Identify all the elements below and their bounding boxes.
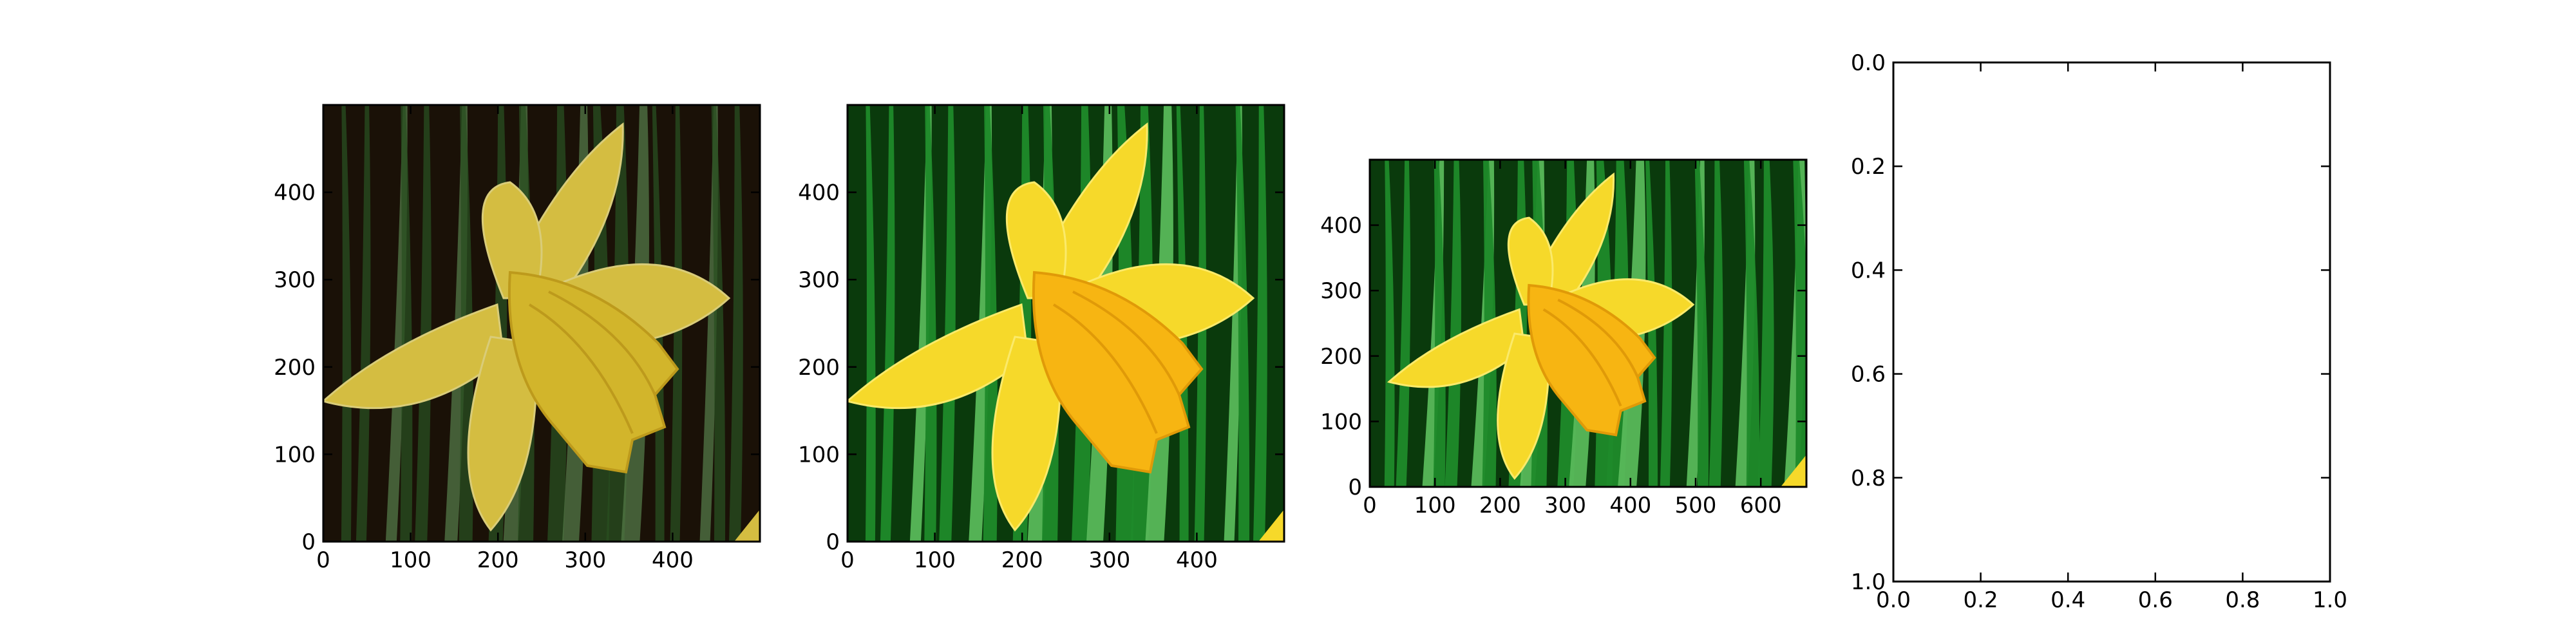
x-tick-label: 0	[1363, 493, 1377, 518]
photo	[1350, 153, 1806, 493]
leaf	[341, 105, 352, 542]
x-tick-label: 200	[1001, 547, 1043, 573]
x-tick-label: 0.8	[2225, 587, 2260, 613]
y-tick-label: 400	[798, 180, 840, 206]
x-tick-label: 200	[477, 547, 519, 573]
trumpet-rib	[1052, 290, 1180, 434]
y-tick-label: 100	[274, 442, 316, 468]
y-tick-label: 200	[274, 355, 316, 381]
y-tick-label: 300	[798, 267, 840, 293]
axes-frame	[846, 104, 1285, 543]
leaf	[1396, 160, 1411, 487]
y-tick-label: 0	[1348, 475, 1362, 500]
x-tick-label: 200	[1479, 493, 1521, 518]
y-tick-label: 0.6	[1851, 362, 1886, 388]
axes-frame	[1892, 61, 2331, 583]
x-tick-label: 100	[914, 547, 956, 573]
leaf	[924, 105, 937, 542]
petal-corner	[734, 509, 760, 542]
x-tick-label: 0	[840, 547, 855, 573]
petal	[991, 336, 1062, 532]
leaf	[1694, 160, 1709, 487]
axes-1: 0 100 200 300 400 0 100 200 300 400	[274, 99, 761, 573]
leaf	[1350, 153, 1367, 493]
leaf	[728, 105, 743, 542]
x-tick-label: 500	[1675, 493, 1717, 518]
x-tick-label: 1.0	[2313, 587, 2347, 613]
leaf	[1444, 160, 1461, 487]
leaf	[415, 105, 431, 542]
y-tick-label: 0.4	[1851, 258, 1886, 283]
petal	[1387, 308, 1526, 388]
leaf	[828, 99, 845, 548]
petal	[467, 336, 538, 532]
x-tick-label: 300	[564, 547, 606, 573]
x-tick-label: 300	[1544, 493, 1586, 518]
y-tick-label: 0	[301, 529, 316, 555]
leaf	[758, 512, 760, 542]
photo	[303, 99, 760, 548]
leaf	[1282, 512, 1284, 542]
trumpet	[1527, 283, 1656, 437]
petal-corner	[1781, 455, 1806, 487]
x-tick-label: 300	[1088, 547, 1130, 573]
y-tick-label: 200	[1320, 344, 1362, 370]
x-tick-label: 0	[316, 547, 330, 573]
leaf	[355, 105, 371, 542]
leaf	[1757, 160, 1774, 487]
y-tick-label: 400	[1320, 213, 1362, 239]
axes-frame	[1368, 158, 1808, 488]
y-tick-label: 0.0	[1851, 50, 1886, 76]
x-tick-label: 0.4	[2050, 587, 2085, 613]
axes-4: 0.0 0.2 0.4 0.6 0.8 1.00.00.20.40.60.81.0	[1851, 50, 2347, 613]
leaf	[1253, 105, 1267, 542]
y-tick-label: 200	[798, 355, 840, 381]
x-tick-label: 0.6	[2138, 587, 2173, 613]
x-tick-label: 400	[1609, 493, 1651, 518]
x-tick-label: 0.2	[1964, 587, 1998, 613]
trumpet	[507, 270, 679, 474]
trumpet-rib	[528, 290, 656, 434]
petal	[1005, 181, 1067, 299]
leaf	[1235, 105, 1250, 542]
leaf	[939, 105, 956, 542]
axes-3: 0 100 200 300 400 500 600 0 100 200 300 400	[1320, 153, 1808, 518]
leaf	[711, 105, 726, 542]
x-tick-label: 400	[652, 547, 694, 573]
y-tick-label: 1.0	[1851, 569, 1886, 595]
leaf	[880, 105, 895, 542]
x-tick-label: 100	[1414, 493, 1456, 518]
y-tick-label: 100	[798, 442, 840, 468]
leaf	[1793, 160, 1806, 487]
y-tick-label: 0.8	[1851, 466, 1886, 491]
y-tick-label: 300	[274, 267, 316, 293]
x-tick-label: 100	[390, 547, 431, 573]
petal	[1507, 216, 1554, 306]
petal	[1497, 332, 1550, 480]
petal-corner	[1258, 509, 1284, 542]
y-tick-label: 0	[826, 529, 840, 555]
leaf	[1384, 160, 1395, 487]
trumpet	[1032, 270, 1204, 474]
photo	[828, 99, 1284, 548]
leaf	[1743, 160, 1760, 487]
leaf	[400, 105, 413, 542]
leaf	[865, 105, 876, 542]
leaf	[303, 99, 321, 548]
petal	[481, 181, 543, 299]
x-tick-label: 0.0	[1876, 587, 1911, 613]
leaf	[1433, 160, 1446, 487]
photo-shade	[323, 105, 760, 542]
y-tick-label: 100	[1320, 409, 1362, 435]
x-tick-label: 400	[1176, 547, 1218, 573]
y-tick-label: 400	[274, 180, 316, 206]
axes-frame	[322, 104, 761, 543]
y-tick-label: 300	[1320, 278, 1362, 304]
x-tick-label: 600	[1740, 493, 1782, 518]
axes-2: 0 100 200 300 400 0 100 200 300 400	[798, 99, 1285, 573]
leaf	[1709, 160, 1723, 487]
trumpet-rib	[1542, 298, 1639, 407]
y-tick-label: 0.2	[1851, 154, 1886, 180]
